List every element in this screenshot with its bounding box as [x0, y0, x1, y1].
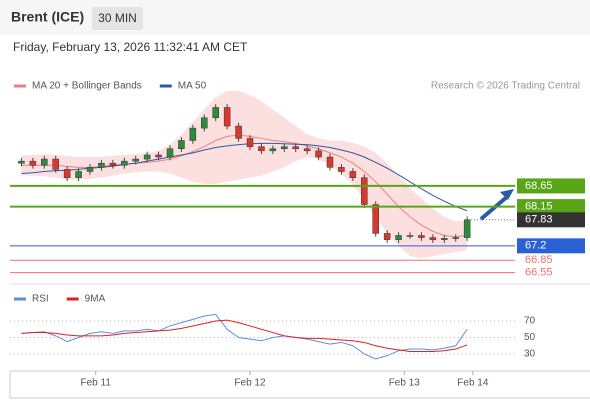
candle-body [258, 146, 265, 152]
ma20-line [21, 134, 468, 238]
y-tick-label: 30 [524, 349, 536, 360]
legend-label: MA 20 + Bollinger Bands [32, 81, 142, 92]
candle-body [406, 235, 414, 237]
interval: 30 MIN [98, 11, 137, 25]
candle-body [109, 162, 117, 166]
legend-label: MA 50 [178, 81, 207, 92]
candle-body [372, 204, 379, 234]
level-box [517, 199, 585, 215]
candle-body [52, 158, 59, 170]
rsi-ma-line [21, 319, 468, 353]
level-label: 68.15 [525, 200, 553, 212]
candle-body [395, 235, 402, 240]
candle-body [75, 171, 82, 178]
level-box [517, 238, 585, 254]
candle-body [132, 158, 139, 162]
candle-body [429, 237, 437, 240]
candle-body [292, 146, 299, 150]
current-box [517, 212, 585, 228]
candle-body [463, 219, 471, 238]
candle-body [223, 107, 231, 127]
candle-body [246, 138, 254, 147]
legend-swatch [159, 84, 172, 88]
subtitle: Friday, February 13, 2026 11:32:41 AM CE… [13, 40, 248, 54]
candle-body [361, 177, 368, 205]
candle-body [418, 235, 425, 238]
bollinger-band [21, 90, 468, 259]
level-label: 66.55 [525, 267, 553, 279]
chart-title: Brent (ICE) [11, 9, 84, 25]
legend-swatch [14, 297, 26, 301]
candle-body [452, 237, 459, 239]
interval-badge [92, 7, 143, 30]
y-tick-label: 70 [524, 316, 536, 327]
candle-body [441, 238, 448, 240]
rsi-line [21, 313, 468, 360]
candle-body [189, 127, 197, 141]
candle-body [178, 140, 185, 150]
level-label: 66.85 [525, 254, 553, 266]
candle-body [383, 233, 391, 240]
credit: Research © 2026 Trading Central [431, 81, 580, 92]
header-bg [0, 0, 590, 35]
candle-body [29, 160, 37, 166]
level-box [517, 178, 585, 194]
candle-body [212, 107, 219, 119]
candle-body [143, 154, 151, 160]
candle-body [303, 148, 311, 152]
candle-body [235, 125, 242, 139]
candle-body [86, 167, 94, 172]
candle-body [349, 171, 357, 178]
candle-body [63, 169, 71, 178]
y-tick-label: 50 [524, 332, 536, 343]
legend-swatch [14, 84, 26, 88]
current-label: 67.83 [525, 214, 553, 226]
legend-label: 9MA [85, 294, 106, 305]
candle-body [269, 148, 277, 152]
candle-body [121, 160, 128, 166]
candle-body [338, 167, 345, 172]
candle-body [281, 146, 288, 150]
candle-body [315, 150, 322, 158]
forecast-arrowhead [500, 189, 514, 200]
ma50-line [21, 142, 468, 212]
x-tick-label: Feb 12 [234, 378, 266, 389]
level-label: 67.2 [525, 240, 546, 252]
x-tick-label: Feb 13 [389, 378, 421, 389]
candle-body [41, 158, 48, 166]
candle-body [166, 148, 174, 158]
legend-label: RSI [32, 294, 49, 305]
candle-body [201, 117, 208, 129]
level-label: 68.65 [525, 180, 553, 192]
candle-body [18, 160, 25, 164]
x-tick-label: Feb 11 [81, 378, 112, 389]
candle-body [98, 162, 105, 168]
candle-body [326, 156, 334, 168]
legend-swatch [66, 297, 79, 301]
candle-body [155, 154, 162, 158]
x-tick-label: Feb 14 [457, 378, 489, 389]
